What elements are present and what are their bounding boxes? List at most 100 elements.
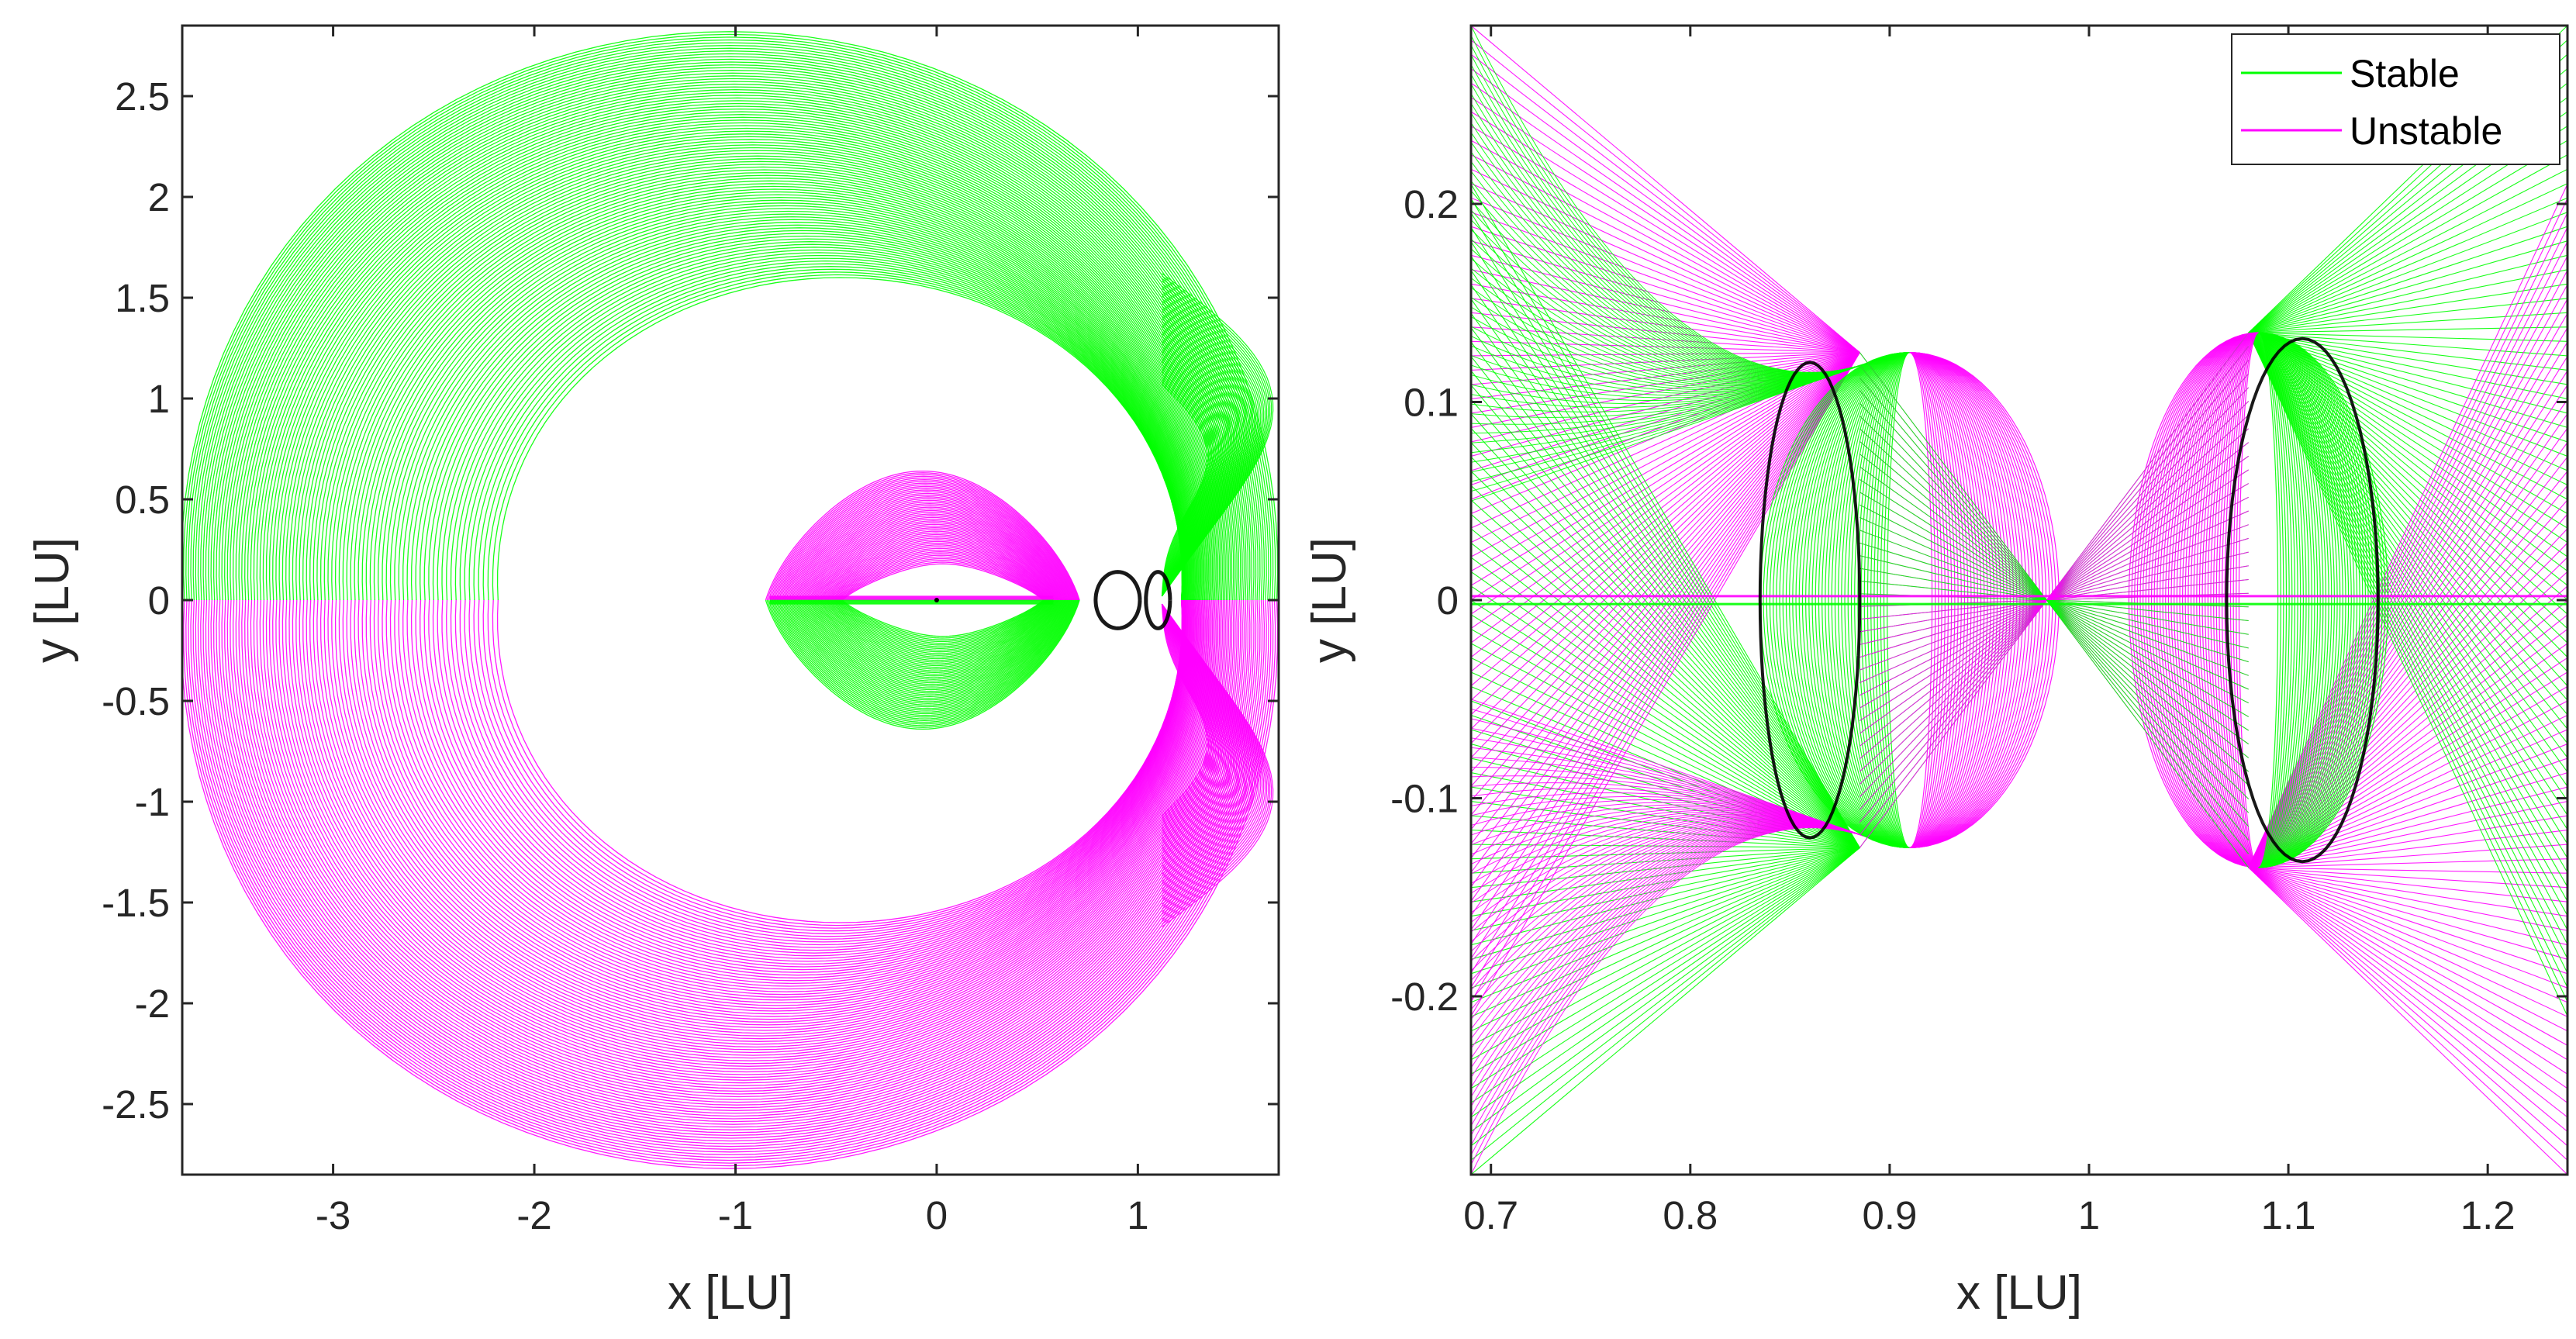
unstable-fan-line-right [2248, 867, 2567, 902]
unstable-l2-lens [2131, 332, 2259, 868]
unstable-manifold-hook [1161, 603, 1255, 897]
stable-hourglass-line [1859, 352, 2250, 868]
stable-inner-lobe [806, 599, 1061, 680]
unstable-fan-line [1471, 352, 1860, 844]
unstable-sweep [1471, 822, 1870, 1020]
unstable-manifold-trajectory [382, 599, 1189, 996]
unstable-l2-lens [2167, 332, 2259, 868]
stable-manifold-trajectory [238, 91, 1234, 601]
left-y-tick-label: 2 [148, 175, 170, 219]
unstable-manifold-trajectory [334, 599, 1197, 1029]
unstable-manifold-trajectory [450, 599, 1183, 951]
unstable-fan-line [1471, 352, 1860, 644]
stable-fan-line-right [2248, 183, 2567, 333]
unstable-fan-line-right [2248, 255, 2567, 868]
stable-hourglass-line [1859, 466, 2249, 745]
unstable-manifold-trajectory [309, 599, 1204, 1048]
stable-inner-lobe [769, 599, 1079, 725]
stable-inner-lobe [799, 599, 1064, 688]
stable-inner-lobe [826, 599, 1051, 656]
stable-l1-lens [1866, 352, 1910, 848]
unstable-inner-lobe [837, 557, 1046, 601]
unstable-fan-line [1471, 352, 1860, 672]
stable-inner-lobe [809, 599, 1059, 677]
stable-inner-lobe [772, 599, 1077, 721]
unstable-l2-lens [2181, 332, 2259, 868]
stable-inner-lobe [766, 599, 1079, 728]
stable-fan-line-right [2248, 332, 2567, 586]
stable-l2-lens [2258, 332, 2305, 868]
stable-manifold-trajectory [378, 202, 1189, 601]
unstable-manifold-trajectory [302, 599, 1206, 1054]
right-x-tick-label: 0.9 [1862, 1193, 1917, 1237]
stable-fan-line [1471, 513, 1860, 848]
unstable-fan-line-right [2248, 844, 2567, 868]
unstable-manifold-trajectory [200, 599, 1261, 1147]
stable-inner-lobe [827, 599, 1051, 654]
unstable-manifold-hook [1161, 604, 1214, 827]
unstable-l1-lens [1909, 352, 1962, 848]
unstable-l1-lens [1909, 352, 1942, 848]
stable-manifold-trajectory [299, 144, 1207, 601]
stable-l2-lens [2258, 332, 2364, 868]
stable-l2-lens [2258, 332, 2386, 868]
stable-fan-line-right [2248, 332, 2567, 399]
stable-manifold-trajectory [244, 97, 1231, 601]
stable-l1-lens [1854, 352, 1910, 848]
stable-l2-lens [2258, 332, 2312, 868]
stable-manifold-hook [1161, 378, 1211, 596]
unstable-manifold-trajectory [410, 599, 1186, 976]
unstable-manifold-trajectory [292, 599, 1210, 1061]
unstable-fan-line-right [2248, 867, 2567, 1089]
unstable-manifold-trajectory [446, 599, 1183, 954]
stable-l2-lens [2258, 332, 2381, 868]
unstable-l1-lens [1909, 352, 1949, 848]
unstable-inner-lobe [814, 530, 1057, 601]
unstable-manifold-trajectory [288, 599, 1211, 1065]
unstable-fan-line [1471, 352, 1860, 730]
unstable-fan-line-right [2248, 327, 2567, 868]
unstable-manifold-trajectory [195, 599, 1266, 1153]
unstable-fan-line-right [2248, 427, 2567, 868]
unstable-fan-line-right [2248, 867, 2567, 1175]
unstable-fan-line [1471, 352, 1860, 687]
stable-inner-lobe [819, 599, 1055, 664]
unstable-manifold-hook [1162, 603, 1274, 927]
unstable-l1-lens [1909, 352, 2034, 848]
stable-manifold-hook [1161, 368, 1217, 596]
right-y-tick-label: 0.1 [1404, 380, 1459, 424]
stable-fan-line [1471, 284, 1860, 848]
unstable-l2-lens [2156, 332, 2259, 868]
stable-sweep [1471, 132, 1870, 376]
unstable-manifold-hook [1161, 603, 1230, 854]
unstable-manifold-trajectory [496, 599, 1183, 923]
unstable-fan-line-right [2248, 867, 2567, 1161]
unstable-inner-lobe [769, 475, 1079, 601]
unstable-l1-lens [1909, 352, 1982, 848]
unstable-manifold-hook [1161, 603, 1236, 864]
stable-l1-lens [1795, 352, 1910, 848]
unstable-fan-line [1471, 352, 1860, 802]
stable-l1-lens [1825, 352, 1910, 848]
unstable-manifold-trajectory [241, 599, 1233, 1106]
stable-manifold-trajectory [342, 178, 1195, 601]
stable-l1-lens [1763, 352, 1910, 848]
stable-inner-lobe [783, 599, 1072, 708]
unstable-fan-line [1471, 254, 1860, 354]
unstable-l1-lens [1909, 352, 1956, 848]
unstable-fan-line [1471, 352, 1860, 974]
stable-manifold-trajectory [323, 164, 1200, 601]
unstable-l1-lens [1909, 352, 1933, 848]
stable-fan-line-right [2248, 212, 2567, 333]
stable-fan-line [1471, 413, 1860, 848]
unstable-fan-line [1471, 352, 1860, 744]
stable-manifold-trajectory [281, 130, 1214, 601]
stable-l1-lens [1860, 352, 1910, 848]
stable-manifold-trajectory [385, 208, 1188, 601]
unstable-l2-lens [2148, 332, 2259, 868]
stable-fan-line [1471, 628, 1860, 848]
unstable-l1-lens [1909, 352, 2008, 848]
unstable-l2-lens [2142, 332, 2259, 868]
unstable-fan-line-right [2248, 867, 2567, 946]
unstable-fan-line-right [2248, 241, 2567, 868]
